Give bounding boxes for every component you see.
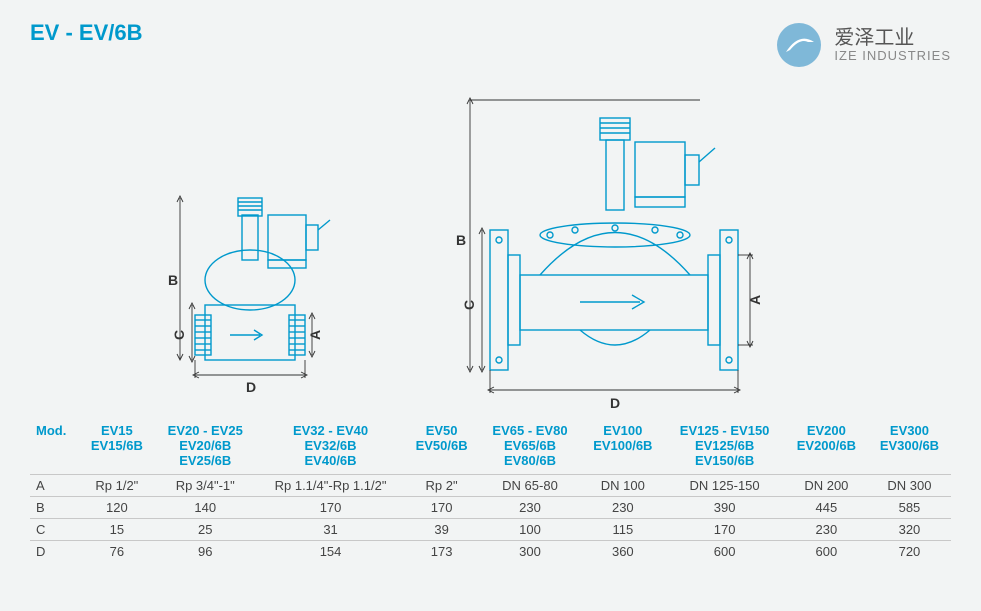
header: EV - EV/6B 爱泽工业 IZE INDUSTRIES xyxy=(30,20,951,70)
table-body: ARp 1/2"Rp 3/4"-1"Rp 1.1/4"-Rp 1.1/2"Rp … xyxy=(30,475,951,563)
cell: DN 125-150 xyxy=(664,475,785,497)
logo-en: IZE INDUSTRIES xyxy=(834,49,951,63)
table-row: ARp 1/2"Rp 3/4"-1"Rp 1.1/4"-Rp 1.1/2"Rp … xyxy=(30,475,951,497)
small-valve-drawing: B C A D xyxy=(150,140,370,400)
table-header-row: Mod. EV15EV15/6B EV20 - EV25EV20/6BEV25/… xyxy=(30,420,951,475)
table-row: C15253139100115170230320 xyxy=(30,519,951,541)
header-mod: Mod. xyxy=(30,420,80,475)
header-col: EV300EV300/6B xyxy=(868,420,951,475)
cell: 170 xyxy=(664,519,785,541)
diagram-area: B C A D xyxy=(30,80,951,410)
header-col: EV32 - EV40EV32/6BEV40/6B xyxy=(257,420,405,475)
cell: 39 xyxy=(405,519,479,541)
cell: 445 xyxy=(785,497,868,519)
cell: 230 xyxy=(785,519,868,541)
header-col: EV15EV15/6B xyxy=(80,420,154,475)
logo: 爱泽工业 IZE INDUSTRIES xyxy=(774,20,951,70)
row-label: C xyxy=(30,519,80,541)
page-title: EV - EV/6B xyxy=(30,20,142,46)
header-col: EV65 - EV80EV65/6BEV80/6B xyxy=(479,420,582,475)
cell: 96 xyxy=(154,541,257,563)
header-col: EV100EV100/6B xyxy=(581,420,664,475)
header-col: EV200EV200/6B xyxy=(785,420,868,475)
dim-label-B2: B xyxy=(456,232,466,248)
cell: 720 xyxy=(868,541,951,563)
dimensions-table: Mod. EV15EV15/6B EV20 - EV25EV20/6BEV25/… xyxy=(30,420,951,562)
cell: 230 xyxy=(581,497,664,519)
cell: 120 xyxy=(80,497,154,519)
cell: Rp 1/2" xyxy=(80,475,154,497)
dim-label-A: A xyxy=(307,330,323,340)
cell: DN 300 xyxy=(868,475,951,497)
cell: 31 xyxy=(257,519,405,541)
header-col: EV125 - EV150EV125/6BEV150/6B xyxy=(664,420,785,475)
large-valve-drawing: B C A D xyxy=(430,80,800,420)
row-label: D xyxy=(30,541,80,563)
cell: 600 xyxy=(664,541,785,563)
cell: 15 xyxy=(80,519,154,541)
dim-label-A2: A xyxy=(747,295,763,305)
dim-label-C: C xyxy=(171,330,187,340)
cell: 170 xyxy=(257,497,405,519)
cell: Rp 2" xyxy=(405,475,479,497)
row-label: A xyxy=(30,475,80,497)
cell: 320 xyxy=(868,519,951,541)
logo-cn: 爱泽工业 xyxy=(834,27,951,49)
logo-text: 爱泽工业 IZE INDUSTRIES xyxy=(834,27,951,63)
cell: DN 100 xyxy=(581,475,664,497)
cell: 300 xyxy=(479,541,582,563)
cell: 25 xyxy=(154,519,257,541)
cell: 115 xyxy=(581,519,664,541)
cell: 360 xyxy=(581,541,664,563)
row-label: B xyxy=(30,497,80,519)
cell: DN 200 xyxy=(785,475,868,497)
header-col: EV50EV50/6B xyxy=(405,420,479,475)
logo-icon xyxy=(774,20,824,70)
cell: 154 xyxy=(257,541,405,563)
dim-label-B: B xyxy=(168,272,178,288)
cell: 173 xyxy=(405,541,479,563)
cell: 140 xyxy=(154,497,257,519)
cell: Rp 3/4"-1" xyxy=(154,475,257,497)
cell: Rp 1.1/4"-Rp 1.1/2" xyxy=(257,475,405,497)
table-row: B120140170170230230390445585 xyxy=(30,497,951,519)
dim-label-C2: C xyxy=(461,300,477,310)
cell: 600 xyxy=(785,541,868,563)
cell: 100 xyxy=(479,519,582,541)
cell: 170 xyxy=(405,497,479,519)
cell: 585 xyxy=(868,497,951,519)
cell: DN 65-80 xyxy=(479,475,582,497)
cell: 230 xyxy=(479,497,582,519)
header-col: EV20 - EV25EV20/6BEV25/6B xyxy=(154,420,257,475)
cell: 76 xyxy=(80,541,154,563)
dim-label-D: D xyxy=(246,379,256,395)
cell: 390 xyxy=(664,497,785,519)
table-row: D7696154173300360600600720 xyxy=(30,541,951,563)
dim-label-D2: D xyxy=(610,395,620,411)
